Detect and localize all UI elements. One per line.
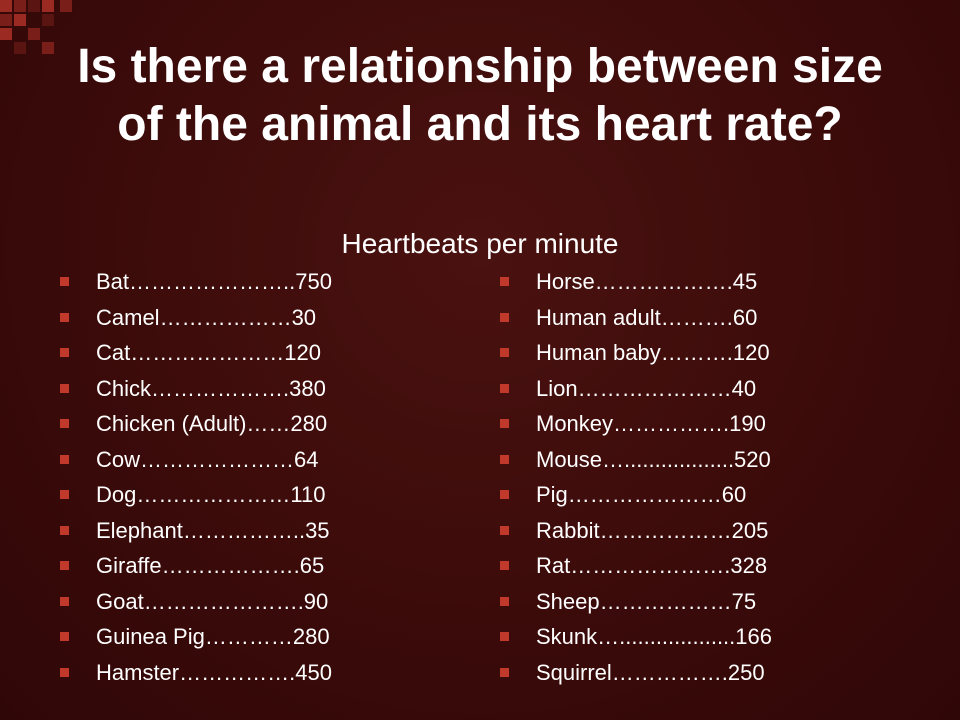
list-item: Cat…………………120 [58, 335, 458, 371]
list-item-text: Horse……………….45 [536, 269, 758, 294]
list-item: Pig…………………60 [498, 477, 918, 513]
square-bullet-icon [500, 419, 509, 428]
list-item-text: Rat………………….328 [536, 553, 768, 578]
square-bullet-icon [60, 454, 69, 464]
list-item-text: Camel………………30 [96, 304, 317, 330]
square-bullet-icon [500, 667, 509, 677]
list-item-text: Pig…………………60 [536, 482, 747, 507]
square-bullet-icon [500, 383, 509, 393]
square-bullet-icon [60, 383, 69, 393]
list-item-text: Chicken (Adult)……280 [96, 411, 328, 436]
list-item-text: Elephant……………..35 [96, 517, 330, 543]
square-bullet-icon [60, 419, 69, 428]
list-item: Cow…………………64 [58, 442, 458, 478]
list-item: Mouse…..................520 [498, 442, 918, 478]
list-item: Guinea Pig…………280 [58, 619, 458, 655]
square-bullet-icon [500, 632, 509, 641]
list-item-text: Rabbit………………205 [536, 517, 769, 543]
list-item: Rat………………….328 [498, 548, 918, 584]
list-item-text: Mouse…..................520 [536, 446, 771, 472]
list-item-text: Monkey…………….190 [536, 411, 766, 436]
square-bullet-icon [60, 490, 69, 499]
list-item: Chick……………….380 [58, 371, 458, 407]
list-item: Human baby……….120 [498, 335, 918, 371]
list-item-text: Hamster…………….450 [96, 659, 332, 685]
square-bullet-icon [500, 525, 509, 535]
list-item-text: Human baby……….120 [536, 340, 770, 365]
square-bullet-icon [60, 596, 69, 606]
square-bullet-icon [60, 561, 69, 570]
square-bullet-icon [60, 312, 69, 322]
right-animal-list: Horse……………….45 Human adult……….60 Human b… [498, 264, 918, 690]
list-item: Goat………………….90 [58, 584, 458, 620]
list-item: Human adult……….60 [498, 300, 918, 336]
list-item-text: Cow…………………64 [96, 446, 319, 472]
slide-title: Is there a relationship between size of … [77, 40, 883, 151]
list-item: Sheep………………75 [498, 584, 918, 620]
square-bullet-icon [60, 525, 69, 535]
square-bullet-icon [60, 277, 69, 286]
square-bullet-icon [500, 561, 509, 570]
corner-decoration [0, 0, 90, 70]
list-item: Lion…………………40 [498, 371, 918, 407]
square-bullet-icon [500, 490, 509, 499]
list-item-text: Goat………………….90 [96, 588, 329, 614]
slide-subtitle: Heartbeats per minute [341, 228, 619, 259]
square-bullet-icon [60, 667, 69, 677]
left-animal-list: Bat…………………..750 Camel………………30 Cat…………………… [58, 264, 458, 690]
list-item-text: Sheep………………75 [536, 588, 757, 614]
square-bullet-icon [500, 312, 509, 322]
square-bullet-icon [500, 596, 509, 606]
list-item-text: Lion…………………40 [536, 375, 757, 401]
list-item-text: Giraffe……………….65 [96, 553, 325, 578]
list-item: Giraffe……………….65 [58, 548, 458, 584]
list-item-text: Skunk…...................166 [536, 624, 772, 649]
list-item-text: Dog…………………110 [96, 482, 326, 507]
list-item: Elephant……………..35 [58, 513, 458, 549]
list-item: Dog…………………110 [58, 477, 458, 513]
list-item: Chicken (Adult)……280 [58, 406, 458, 442]
square-bullet-icon [500, 348, 509, 357]
list-item-text: Guinea Pig…………280 [96, 624, 330, 649]
square-bullet-icon [500, 277, 509, 286]
list-item: Squirrel…………….250 [498, 655, 918, 691]
list-item: Horse……………….45 [498, 264, 918, 300]
list-item: Skunk…...................166 [498, 619, 918, 655]
list-item: Monkey…………….190 [498, 406, 918, 442]
list-item-text: Chick……………….380 [96, 375, 326, 401]
square-bullet-icon [60, 348, 69, 357]
list-item: Rabbit………………205 [498, 513, 918, 549]
square-bullet-icon [500, 454, 509, 464]
list-item-text: Human adult……….60 [536, 304, 758, 330]
list-item-text: Cat…………………120 [96, 340, 321, 365]
list-item: Hamster…………….450 [58, 655, 458, 691]
list-item: Camel………………30 [58, 300, 458, 336]
list-item-text: Bat…………………..750 [96, 269, 332, 294]
list-item: Bat…………………..750 [58, 264, 458, 300]
list-item-text: Squirrel…………….250 [536, 659, 765, 685]
square-bullet-icon [60, 632, 69, 641]
